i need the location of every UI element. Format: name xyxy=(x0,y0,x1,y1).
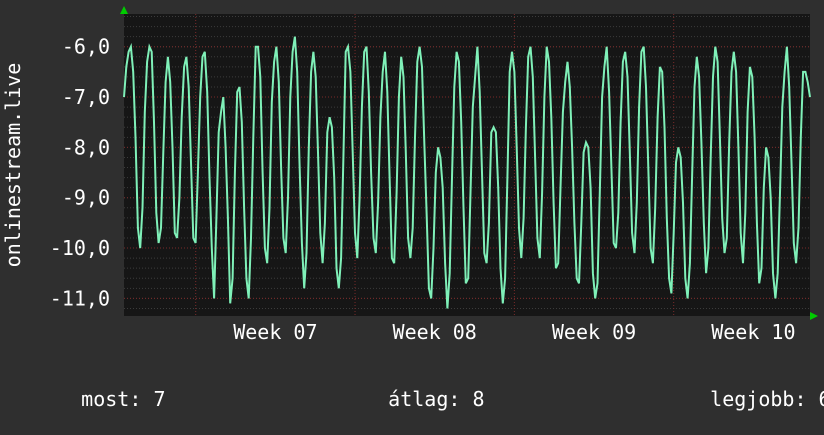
y-tick-label: -7,0 xyxy=(62,85,110,109)
current-value: 7 xyxy=(153,387,166,411)
x-tick-label: Week 08 xyxy=(393,320,477,344)
y-tick-labels: -11,0 -10,0 -9,0 -8,0 -7,0 -6,0 xyxy=(50,35,110,311)
x-tick-label: Week 09 xyxy=(552,320,636,344)
chart: -11,0 -10,0 -9,0 -8,0 -7,0 -6,0 Week 07 Week 0… xyxy=(1,6,824,411)
x-tick-label: Week 07 xyxy=(233,320,317,344)
best-stat: legjobb: 6 xyxy=(662,363,824,435)
best-label: legjobb: xyxy=(710,387,807,411)
best-value: 6 xyxy=(819,387,824,411)
current-stat: most: 7 xyxy=(33,363,165,435)
average-value: 8 xyxy=(472,387,485,411)
x-tick-label: Week 10 xyxy=(711,320,795,344)
y-tick-label: -6,0 xyxy=(62,35,110,59)
y-tick-label: -8,0 xyxy=(62,135,110,159)
series-line xyxy=(123,36,811,309)
y-tick-label: -9,0 xyxy=(62,186,110,210)
average-stat: átlag: 8 xyxy=(340,363,485,435)
chart-svg: -11,0-10,0-9,0-8,0-7,0-6,0 Week 07 Week 0… xyxy=(1,6,818,344)
x-tick-labels: Week 07 Week 08 Week 09 Week 10 xyxy=(233,320,795,344)
y-axis-title: onlinestream.live xyxy=(1,63,25,268)
average-label: átlag: xyxy=(388,387,461,411)
x-axis-arrow xyxy=(810,312,818,320)
y-tick-label: -10,0 xyxy=(50,236,110,260)
current-label: most: xyxy=(81,387,142,411)
major-grid xyxy=(124,14,810,316)
y-axis-arrow xyxy=(120,6,128,14)
y-tick-label: -11,0 xyxy=(50,286,110,310)
